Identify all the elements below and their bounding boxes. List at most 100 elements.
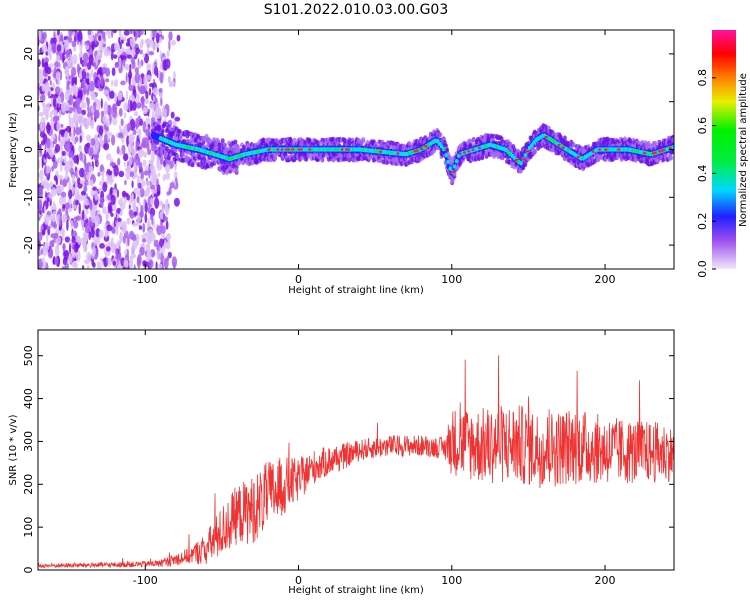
noise-blob — [69, 148, 72, 158]
noise-blob — [152, 87, 159, 96]
band-blob — [181, 152, 185, 157]
noise-blob — [111, 244, 117, 250]
noise-blob — [53, 175, 58, 182]
noise-blob — [131, 180, 134, 189]
band-blob — [391, 140, 396, 146]
noise-blob — [68, 181, 72, 193]
noise-blob — [81, 225, 85, 231]
noise-blob — [117, 264, 121, 269]
noise-blob — [112, 260, 117, 266]
noise-blob — [90, 119, 95, 130]
noise-blob — [111, 67, 116, 77]
noise-blob — [165, 233, 172, 241]
noise-blob — [81, 109, 86, 116]
noise-blob — [78, 113, 84, 123]
band-highlight — [532, 140, 536, 145]
noise-blob — [128, 94, 135, 101]
noise-blob — [147, 228, 154, 239]
noise-blob — [79, 125, 82, 134]
noise-blob — [63, 39, 70, 51]
noise-blob — [135, 47, 141, 55]
noise-blob — [81, 209, 85, 221]
band-blob — [292, 137, 297, 143]
noise-blob — [106, 224, 113, 232]
noise-blob — [120, 202, 126, 210]
noise-blob — [174, 116, 181, 122]
noise-blob — [163, 257, 169, 269]
noise-blob — [57, 79, 61, 86]
noise-blob — [153, 173, 158, 179]
noise-blob — [71, 186, 74, 195]
noise-blob — [166, 191, 170, 196]
noise-blob — [75, 250, 81, 262]
noise-blob — [41, 229, 46, 236]
noise-blob — [118, 132, 123, 137]
noise-blob — [98, 125, 104, 136]
noise-blob — [150, 151, 155, 164]
noise-blob — [87, 180, 91, 186]
noise-blob — [78, 144, 82, 153]
noise-blob — [50, 109, 57, 115]
noise-blob — [76, 188, 80, 199]
noise-blob — [38, 186, 44, 198]
noise-blob — [144, 212, 148, 224]
colorbar-tick-label: 0.2 — [696, 212, 709, 230]
noise-blob — [147, 185, 151, 195]
noise-blob — [160, 225, 166, 234]
noise-blob — [84, 179, 89, 186]
noise-blob — [39, 69, 43, 74]
noise-blob — [137, 115, 141, 123]
noise-blob — [165, 220, 169, 230]
colorbar — [712, 30, 736, 269]
noise-blob — [52, 97, 57, 109]
band-highlight — [452, 164, 457, 169]
noise-blob — [134, 72, 141, 84]
x-tick-label: 100 — [441, 273, 462, 286]
noise-blob — [162, 216, 169, 222]
noise-blob — [64, 101, 70, 112]
chart-title: S101.2022.010.03.00.G03 — [263, 2, 449, 18]
noise-blob — [150, 184, 155, 190]
band-blob — [321, 153, 326, 158]
noise-blob — [76, 63, 80, 74]
noise-blob — [131, 243, 135, 256]
band-highlight — [454, 159, 459, 164]
noise-blob — [68, 30, 73, 37]
noise-blob — [128, 156, 133, 166]
noise-blob — [38, 249, 41, 257]
noise-blob — [38, 71, 44, 84]
noise-blob — [152, 30, 157, 38]
noise-blob — [159, 211, 164, 220]
noise-blob — [51, 165, 54, 172]
band-blob — [663, 152, 668, 158]
noise-blob — [89, 91, 93, 97]
noise-blob — [88, 54, 94, 64]
noise-blob — [98, 180, 104, 186]
noise-blob — [104, 110, 107, 116]
band-peak — [442, 147, 446, 151]
noise-blob — [60, 123, 64, 128]
noise-blob — [52, 160, 58, 169]
noise-blob — [41, 44, 48, 53]
noise-blob — [126, 164, 132, 174]
noise-blob — [75, 136, 79, 143]
band-highlight — [523, 153, 528, 158]
noise-blob — [156, 72, 159, 78]
band-blob — [235, 144, 240, 149]
y-tick-label: 0 — [22, 567, 35, 574]
band-blob — [471, 137, 476, 143]
noise-blob — [75, 126, 81, 136]
noise-blob — [133, 211, 138, 216]
noise-blob — [106, 153, 112, 161]
noise-blob — [138, 201, 141, 207]
noise-blob — [71, 40, 77, 48]
noise-blob — [140, 95, 145, 106]
band-blob — [220, 138, 225, 144]
noise-blob — [128, 258, 134, 269]
noise-blob — [103, 89, 109, 96]
band-blob — [225, 170, 229, 175]
noise-blob — [64, 236, 70, 243]
noise-blob — [102, 43, 107, 48]
noise-blob — [57, 95, 62, 104]
noise-blob — [130, 253, 137, 259]
